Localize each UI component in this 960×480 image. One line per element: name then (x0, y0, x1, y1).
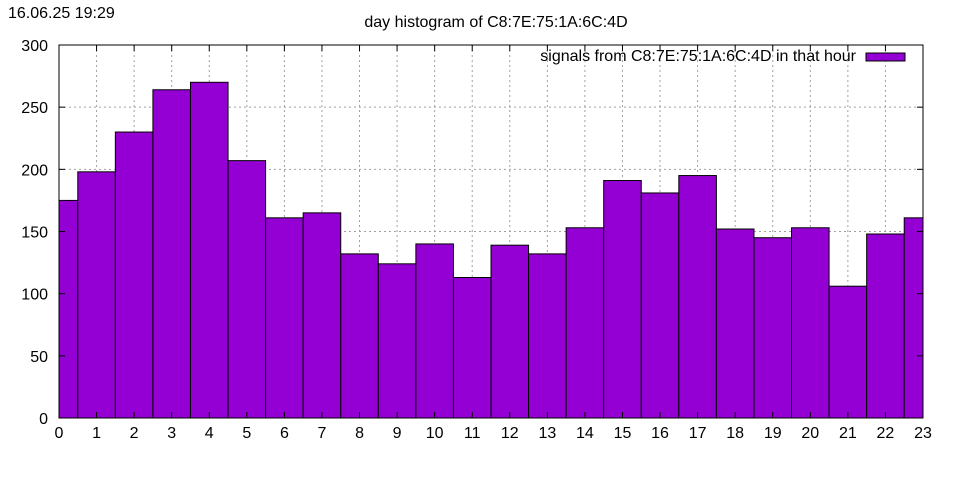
x-tick-label: 4 (205, 425, 214, 442)
bar-hour-4 (189, 81, 229, 419)
bar-hour-6 (265, 217, 304, 419)
bar-hour-23 (903, 217, 924, 419)
x-tick-label: 12 (501, 425, 519, 442)
timestamp-label: 16.06.25 19:29 (8, 5, 115, 22)
bars-group (58, 81, 924, 419)
bar-hour-7 (302, 212, 342, 419)
x-tick-label: 11 (464, 425, 481, 442)
bar-hour-1 (77, 171, 116, 419)
bar-hour-11 (452, 277, 492, 419)
y-tick-label: 50 (30, 349, 48, 366)
y-tick-label: 200 (21, 162, 48, 179)
bar-hour-0 (58, 199, 79, 419)
x-tick-label: 18 (726, 425, 744, 442)
y-tick-label: 0 (39, 411, 48, 428)
x-tick-label: 7 (318, 425, 327, 442)
x-tick-label: 6 (280, 425, 289, 442)
bar-hour-19 (753, 237, 793, 419)
x-tick-label: 1 (92, 425, 101, 442)
y-tick-label: 150 (21, 225, 48, 242)
legend-label: signals from C8:7E:75:1A:6C:4D in that h… (540, 48, 856, 65)
x-tick-label: 13 (538, 425, 556, 442)
bar-hour-22 (866, 233, 905, 419)
bar-hour-9 (377, 263, 417, 419)
x-tick-label: 16 (651, 425, 669, 442)
bar-hour-20 (791, 227, 830, 419)
x-tick-label: 5 (242, 425, 251, 442)
y-tick-label: 100 (21, 287, 48, 304)
legend: signals from C8:7E:75:1A:6C:4D in that h… (540, 48, 906, 65)
bar-hour-14 (565, 227, 605, 419)
legend-swatch (865, 52, 906, 62)
x-tick-label: 17 (689, 425, 707, 442)
bar-hour-18 (715, 228, 755, 419)
x-tick-label: 14 (576, 425, 594, 442)
x-tick-label: 21 (839, 425, 857, 442)
bar-hour-21 (828, 285, 868, 419)
y-tick-label: 300 (21, 38, 48, 55)
x-tick-label: 8 (355, 425, 364, 442)
bar-hour-15 (603, 180, 642, 419)
x-tick-label: 10 (426, 425, 444, 442)
bar-hour-13 (528, 253, 567, 419)
x-tick-label: 19 (764, 425, 782, 442)
x-tick-label: 3 (167, 425, 176, 442)
x-tick-label: 15 (614, 425, 632, 442)
bar-hour-12 (490, 244, 530, 419)
bar-hour-17 (678, 175, 717, 419)
bar-hour-10 (415, 243, 454, 419)
bar-hour-16 (640, 192, 680, 419)
bar-hour-8 (340, 253, 379, 419)
x-tick-label: 0 (55, 425, 64, 442)
bar-hour-2 (114, 131, 154, 419)
x-tick-label: 20 (801, 425, 819, 442)
bar-hour-5 (227, 160, 267, 419)
x-tick-label: 2 (130, 425, 139, 442)
x-tick-label: 23 (914, 425, 932, 442)
chart-title: day histogram of C8:7E:75:1A:6C:4D (364, 14, 627, 31)
x-tick-label: 22 (877, 425, 895, 442)
y-tick-label: 250 (21, 100, 48, 117)
x-tick-label: 9 (393, 425, 402, 442)
bar-hour-3 (152, 89, 191, 419)
